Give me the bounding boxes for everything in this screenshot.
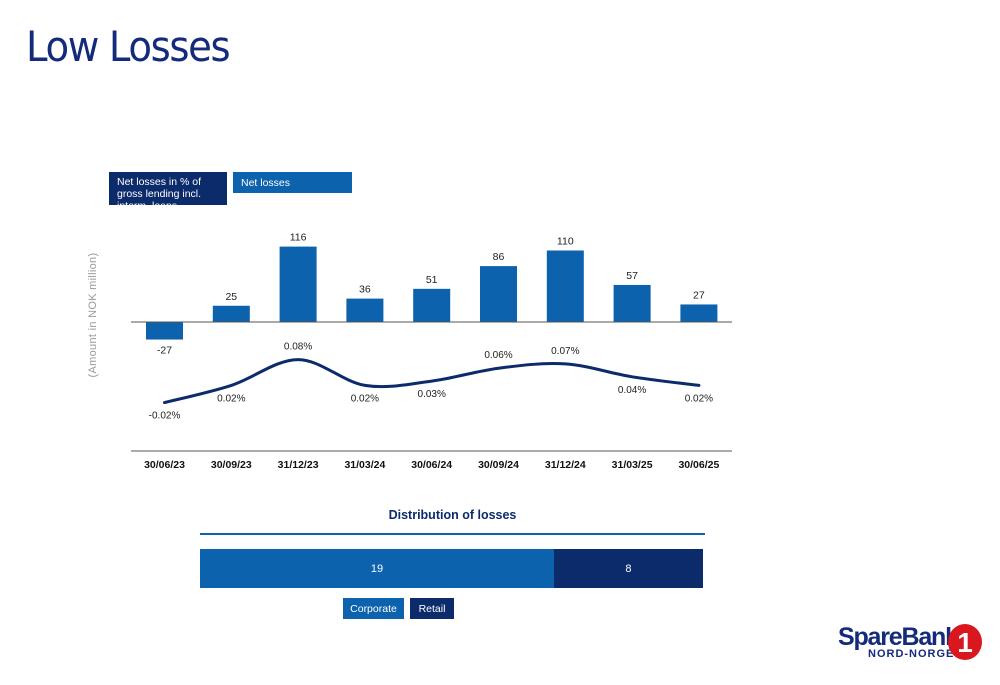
pct-value-label: -0.02% <box>149 411 181 422</box>
bar-value-label: -27 <box>157 345 172 357</box>
x-tick-label: 30/09/24 <box>478 459 519 471</box>
bar-31/03/25 <box>613 284 651 322</box>
bar-30/09/23 <box>212 305 250 322</box>
legend-net-losses: Net losses <box>233 172 352 193</box>
bar-value-label: 51 <box>426 274 438 286</box>
x-ticks-layer: 30/06/23 30/09/23 31/12/23 31/03/24 30/06/24… <box>144 459 719 471</box>
pct-labels-layer: -0.02% 0.02% 0.08% 0.02% 0.03% 0.06% 0.07% 0.04… <box>149 342 714 422</box>
distribution-retail-value: 8 <box>625 562 632 575</box>
bar-30/06/23 <box>146 322 183 340</box>
pct-value-label: 0.06% <box>484 350 512 361</box>
distribution-retail-segment: 8 <box>553 549 703 588</box>
logo-numeral: 1 <box>957 627 973 658</box>
pct-value-label: 0.04% <box>618 385 646 396</box>
distribution-title: Distribution of losses <box>388 508 517 522</box>
distribution-bar: 19 8 <box>200 549 703 588</box>
distribution-rule <box>200 533 705 535</box>
sparebank-logo: SpareBank NORD-NORGE 1 <box>838 623 983 665</box>
legend-net-losses-pct: Net losses in % of gross lending incl. i… <box>109 172 227 212</box>
logo-subtitle: NORD-NORGE <box>868 648 955 660</box>
bar-31/12/23 <box>279 246 317 322</box>
x-tick-label: 31/03/25 <box>612 459 653 471</box>
x-tick-label: 31/03/24 <box>344 459 385 471</box>
bar-value-label: 57 <box>626 270 638 282</box>
bar-value-label: 36 <box>359 284 371 296</box>
logo-wordmark: SpareBank <box>838 623 959 651</box>
bar-value-label: 110 <box>557 236 574 248</box>
pct-value-label: 0.02% <box>217 393 245 404</box>
pct-value-label: 0.02% <box>351 393 379 404</box>
x-tick-label: 30/09/23 <box>211 459 252 471</box>
pct-line-series <box>163 358 701 405</box>
bar-value-label: 86 <box>493 251 505 263</box>
distribution-corporate-value: 19 <box>370 562 384 575</box>
bar-value-label: 25 <box>225 291 237 303</box>
pct-value-label: 0.02% <box>685 393 713 404</box>
x-tick-label: 30/06/25 <box>678 459 719 471</box>
bar-30/06/24 <box>413 288 451 322</box>
pct-value-label: 0.07% <box>551 346 579 357</box>
legend-corporate: Corporate <box>343 598 404 619</box>
bar-31/12/24 <box>546 250 584 322</box>
page-title: Low Losses <box>26 22 231 71</box>
pct-value-label: 0.08% <box>284 342 312 353</box>
bar-value-label: 116 <box>290 232 307 244</box>
distribution-corporate-segment: 19 <box>200 549 554 588</box>
bar-31/03/24 <box>346 298 384 322</box>
x-tick-label: 30/06/23 <box>144 459 185 471</box>
x-tick-label: 30/06/24 <box>411 459 452 471</box>
pct-value-label: 0.03% <box>418 389 446 400</box>
bar-value-label: 27 <box>693 289 705 301</box>
bar-30/09/24 <box>480 266 517 322</box>
bars-layer: -27 25 116 36 51 86 110 57 27 <box>146 232 718 357</box>
losses-chart: -27 25 116 36 51 86 110 57 27 -0.02% 0.02% 0.08% 0.… <box>131 232 732 471</box>
x-tick-label: 31/12/23 <box>278 459 319 471</box>
x-tick-label: 31/12/24 <box>545 459 586 471</box>
logo-one-icon: 1 <box>948 624 982 660</box>
bar-30/06/25 <box>680 304 718 322</box>
legend-retail: Retail <box>410 598 454 619</box>
